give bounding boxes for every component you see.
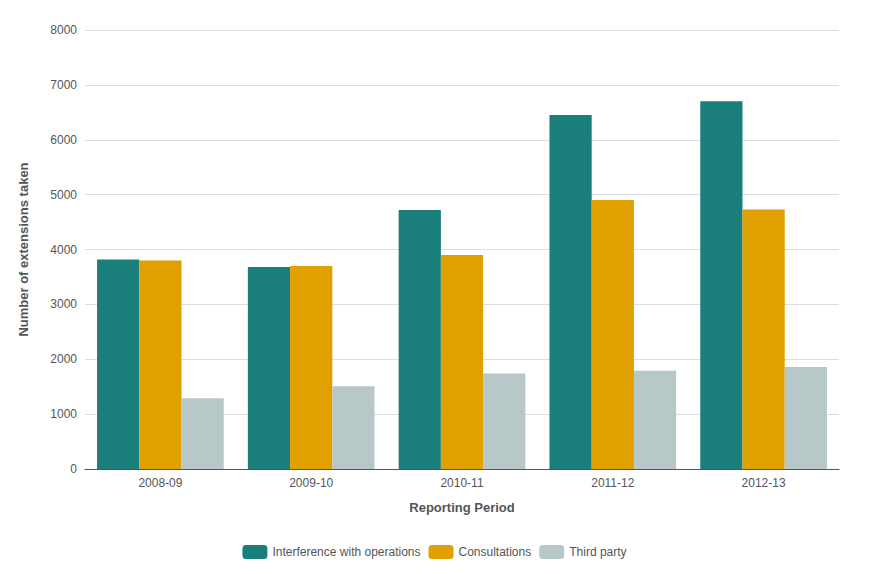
svg-text:2008-09: 2008-09 <box>138 476 182 490</box>
svg-text:1000: 1000 <box>50 407 77 421</box>
svg-text:2011-12: 2011-12 <box>591 476 634 490</box>
svg-text:Reporting Period: Reporting Period <box>409 500 515 515</box>
svg-text:7000: 7000 <box>50 78 77 92</box>
svg-text:4000: 4000 <box>50 243 77 257</box>
svg-text:3000: 3000 <box>50 297 77 311</box>
svg-text:8000: 8000 <box>50 23 77 37</box>
svg-text:2000: 2000 <box>50 352 77 366</box>
svg-text:2009-10: 2009-10 <box>289 476 333 490</box>
svg-text:Interference with operations: Interference with operations <box>272 545 420 559</box>
svg-text:Number of extensions taken: Number of extensions taken <box>16 162 31 336</box>
svg-text:0: 0 <box>70 462 77 476</box>
svg-text:2012-13: 2012-13 <box>742 476 786 490</box>
svg-text:Consultations: Consultations <box>459 545 532 559</box>
svg-text:6000: 6000 <box>50 133 77 147</box>
svg-text:2010-11: 2010-11 <box>440 476 483 490</box>
svg-text:5000: 5000 <box>50 188 77 202</box>
svg-text:Third party: Third party <box>569 545 626 559</box>
